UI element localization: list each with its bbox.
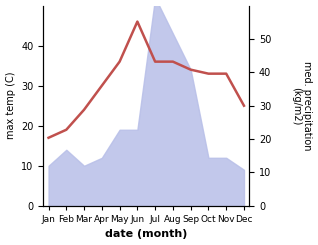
Y-axis label: max temp (C): max temp (C) bbox=[5, 72, 16, 139]
X-axis label: date (month): date (month) bbox=[105, 230, 187, 239]
Y-axis label: med. precipitation
(kg/m2): med. precipitation (kg/m2) bbox=[291, 61, 313, 150]
